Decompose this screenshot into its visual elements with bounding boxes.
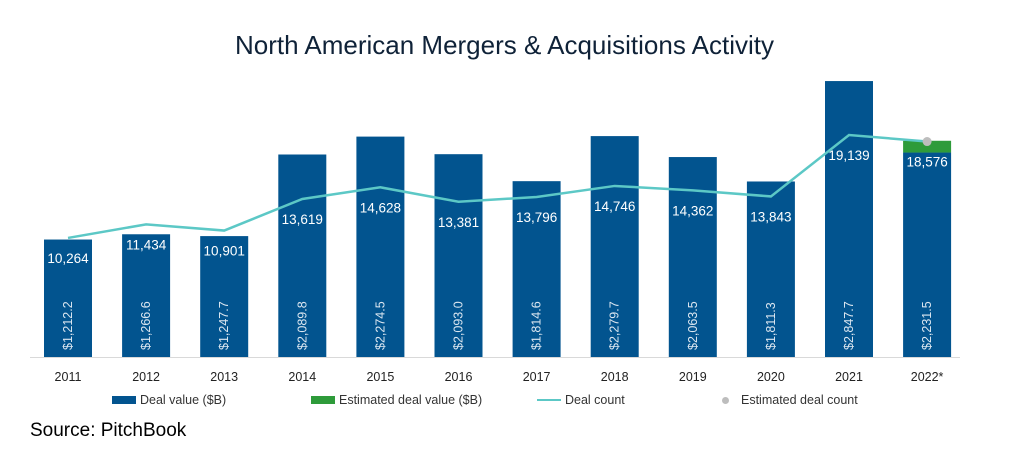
bar-value-label: $1,811.3: [764, 302, 778, 350]
bar-value-label: $2,063.5: [686, 301, 700, 350]
legend-label: Deal count: [565, 393, 625, 407]
x-tick-label: 2018: [601, 370, 629, 384]
x-tick-label: 2016: [445, 370, 473, 384]
bar-deal-value: [590, 136, 639, 357]
legend-label: Estimated deal count: [741, 393, 858, 407]
bar-deal-value: [278, 154, 327, 357]
bar-value-label: $2,274.5: [373, 301, 387, 350]
legend-estimated-deal-count: Estimated deal count: [722, 393, 858, 407]
bar-value-label: $1,247.7: [217, 301, 231, 350]
deal-count-label: 14,362: [672, 203, 713, 218]
x-tick-label: 2013: [210, 370, 238, 384]
bar-deal-value: [434, 154, 483, 357]
bar-deal-value: [512, 181, 561, 357]
source-note: Source: PitchBook: [30, 420, 187, 441]
bar-value-label: $1,266.6: [139, 301, 153, 350]
deal-count-line: [67, 133, 928, 240]
x-tick-label: 2022*: [911, 370, 944, 384]
deal-count-label: 13,381: [438, 215, 479, 230]
bar-value-label: $2,231.5: [920, 301, 934, 350]
deal-count-label: 14,628: [360, 200, 401, 215]
bar-deal-value: [903, 152, 952, 357]
bar-deal-value: [356, 136, 405, 357]
bar-deal-value: [122, 234, 171, 357]
legend-swatch-deal-count: [537, 399, 561, 401]
legend-deal-count: Deal count: [537, 393, 625, 407]
bar-deal-value: [200, 236, 249, 357]
bar-deal-value: [825, 81, 873, 358]
legend-swatch-estimated-deal-count: [722, 396, 729, 404]
deal-count-label: 11,434: [126, 237, 167, 252]
legend-label: Estimated deal value ($B): [339, 393, 483, 407]
x-tick-label: 2011: [55, 370, 82, 384]
deal-count-label: 19,139: [828, 148, 869, 163]
bar-value-label: $1,212.2: [61, 301, 75, 350]
x-tick-label: 2017: [523, 370, 551, 384]
chart-title: North American Mergers & Acquisitions Ac…: [235, 30, 774, 60]
x-tick-label: 2019: [679, 370, 707, 384]
bar-value-label: $2,279.7: [608, 301, 622, 350]
deal-count-label: 13,619: [282, 212, 323, 227]
estimated-deal-count-point: [922, 137, 932, 147]
legend-swatch-estimated-deal-value: [311, 396, 335, 404]
bar-estimated-deal-value: [903, 140, 952, 153]
bar-value-label: $2,093.0: [452, 301, 466, 350]
x-tick-label: 2014: [288, 370, 316, 384]
legend-swatch-deal-value: [112, 396, 136, 404]
x-tick-label: 2020: [757, 370, 785, 384]
legend-label: Deal value ($B): [140, 393, 227, 407]
legend-estimated-deal-value: Estimated deal value ($B): [311, 393, 482, 407]
bar-deal-value: [44, 239, 92, 357]
bar-value-label: $2,847.7: [842, 301, 856, 350]
deal-count-label: 18,576: [906, 155, 947, 170]
bar-value-label: $1,814.6: [530, 301, 544, 350]
chart-plot: $1,212.2 2011 $1,266.6 2012 $1,247.7 2013 $2,0…: [30, 81, 960, 384]
deal-count-label: 10,264: [47, 251, 89, 266]
x-tick-label: 2012: [132, 370, 160, 384]
bar-value-label: $2,089.8: [295, 301, 309, 350]
deal-count-label: 14,746: [594, 199, 635, 214]
x-tick-label: 2015: [366, 370, 394, 384]
deal-count-label: 10,901: [204, 244, 245, 259]
bar-deal-value: [746, 181, 795, 357]
deal-count-label: 13,843: [750, 209, 791, 224]
deal-count-label: 13,796: [516, 210, 557, 225]
x-tick-label: 2021: [835, 370, 863, 384]
legend-deal-value: Deal value ($B): [112, 393, 226, 407]
